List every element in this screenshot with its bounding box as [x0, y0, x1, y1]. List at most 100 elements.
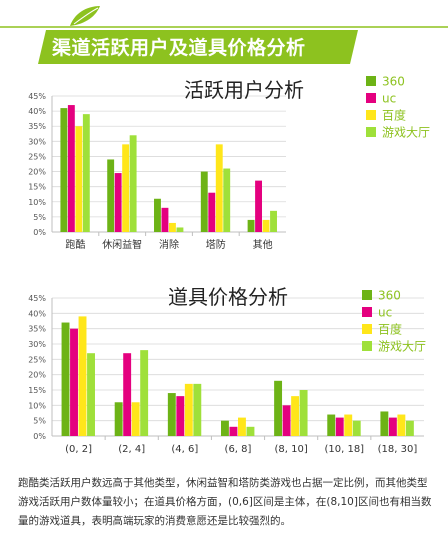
legend-swatch-游戏大厅: [366, 127, 376, 137]
bar-uc-4: [255, 180, 262, 232]
y-tick-label: 35%: [28, 122, 46, 131]
bar-uc-2: [176, 396, 185, 436]
legend-label: 360: [378, 289, 401, 303]
x-tick-label: (0, 2]: [65, 444, 92, 455]
bar-游戏大厅-6: [405, 420, 414, 436]
bar-360-0: [60, 108, 68, 232]
bar-百度-6: [397, 414, 406, 436]
y-tick-label: 30%: [28, 137, 46, 146]
bar-百度-4: [262, 219, 270, 232]
x-tick-label: 消除: [159, 238, 179, 251]
bar-360-3: [200, 171, 208, 232]
x-tick-label: 其他: [253, 238, 273, 251]
legend-swatch-uc: [366, 93, 376, 103]
bar-uc-5: [335, 417, 344, 436]
bar-百度-5: [344, 414, 353, 436]
bar-百度-1: [131, 402, 140, 436]
legend-swatch-百度: [366, 110, 376, 120]
legend-label: 百度: [378, 322, 402, 337]
bar-百度-4: [291, 396, 300, 436]
leaf-logo-stem: [73, 7, 99, 25]
y-tick-label: 0%: [33, 228, 46, 237]
chart-title: 活跃用户分析: [184, 78, 304, 102]
y-tick-label: 30%: [28, 340, 46, 349]
x-tick-label: 跑酷: [65, 238, 85, 251]
bar-百度-2: [184, 383, 193, 436]
bar-百度-3: [238, 417, 246, 436]
bar-游戏大厅-1: [140, 350, 149, 436]
x-tick-label: (4, 6]: [171, 444, 198, 455]
bar-游戏大厅-3: [223, 168, 231, 232]
summary-text: 跑酷类活跃用户数远高于其他类型，休闲益智和塔防类游戏也占据一定比例，而其他类型游…: [18, 477, 432, 527]
bar-360-3: [220, 420, 229, 436]
page-title: 渠道活跃用户及道具价格分析: [52, 37, 306, 59]
y-tick-label: 35%: [28, 325, 46, 334]
bar-360-0: [61, 322, 70, 436]
bar-游戏大厅-2: [176, 227, 184, 232]
bar-uc-4: [282, 405, 291, 436]
bar-360-1: [114, 402, 123, 436]
y-tick-label: 45%: [28, 294, 46, 303]
bar-游戏大厅-3: [246, 426, 255, 436]
bar-游戏大厅-1: [129, 135, 137, 232]
bar-uc-3: [229, 426, 238, 436]
y-tick-label: 20%: [28, 168, 46, 177]
bar-游戏大厅-2: [193, 383, 202, 436]
bar-游戏大厅-5: [352, 420, 361, 436]
bar-360-6: [380, 411, 389, 436]
chart-title: 道具价格分析: [168, 285, 288, 309]
item-price-chart: 0% 5% 10% 15% 20% 25% 30% 35% 40% 45% (0, 2] (2, 4]…: [28, 285, 426, 455]
bar-uc-1: [123, 353, 132, 436]
bar-360-2: [167, 393, 176, 436]
title-banner: [38, 30, 358, 64]
bar-uc-6: [388, 417, 397, 436]
bar-uc-0: [70, 328, 78, 436]
y-tick-label: 0%: [33, 432, 46, 441]
bar-uc-1: [114, 173, 122, 232]
bar-uc-3: [208, 192, 216, 232]
header-decoration: [0, 6, 448, 28]
active-users-chart: 0% 5% 10% 15% 20% 25% 30% 35% 40% 45% 跑酷 休闲益智 消除 塔防 其他…: [28, 75, 430, 252]
bar-百度-3: [215, 144, 223, 232]
x-tick-label: 塔防: [206, 238, 226, 251]
y-tick-label: 40%: [28, 309, 46, 318]
bar-游戏大厅-4: [299, 390, 308, 436]
y-tick-label: 45%: [28, 92, 46, 101]
y-tick-label: 20%: [28, 371, 46, 380]
bar-uc-2: [161, 207, 169, 232]
x-tick-label: (2, 4]: [118, 444, 145, 455]
legend-swatch-游戏大厅: [362, 341, 372, 351]
bar-360-4: [247, 219, 255, 232]
x-tick-label: 休闲益智: [102, 238, 142, 251]
bar-百度-2: [169, 222, 176, 232]
legend-swatch-uc: [362, 307, 372, 317]
legend-label: 百度: [382, 108, 406, 123]
x-tick-label: (18, 30]: [378, 444, 418, 455]
y-tick-label: 25%: [28, 152, 46, 161]
legend-swatch-360: [366, 76, 376, 86]
legend-label: 游戏大厅: [382, 126, 430, 140]
y-tick-label: 15%: [28, 183, 46, 192]
bar-百度-0: [78, 316, 87, 436]
y-tick-label: 40%: [28, 107, 46, 116]
bar-游戏大厅-0: [87, 353, 95, 436]
bar-游戏大厅-4: [270, 210, 277, 232]
bar-游戏大厅-0: [82, 114, 90, 232]
x-tick-label: (6, 8]: [225, 444, 252, 455]
x-tick-label: (10, 18]: [324, 444, 364, 455]
y-tick-label: 10%: [28, 401, 46, 410]
legend-swatch-360: [362, 290, 372, 300]
y-tick-label: 5%: [33, 213, 46, 222]
y-tick-label: 25%: [28, 355, 46, 364]
bar-360-2: [154, 198, 161, 232]
y-tick-label: 10%: [28, 198, 46, 207]
y-tick-label: 15%: [28, 386, 46, 395]
y-tick-label: 5%: [33, 417, 46, 426]
legend-label: uc: [378, 306, 392, 320]
bar-360-1: [107, 159, 115, 232]
x-tick-label: (8, 10]: [275, 444, 308, 455]
legend-label: uc: [382, 92, 396, 106]
legend-swatch-百度: [362, 324, 372, 334]
legend-label: 游戏大厅: [378, 340, 426, 354]
bar-百度-0: [75, 126, 83, 232]
